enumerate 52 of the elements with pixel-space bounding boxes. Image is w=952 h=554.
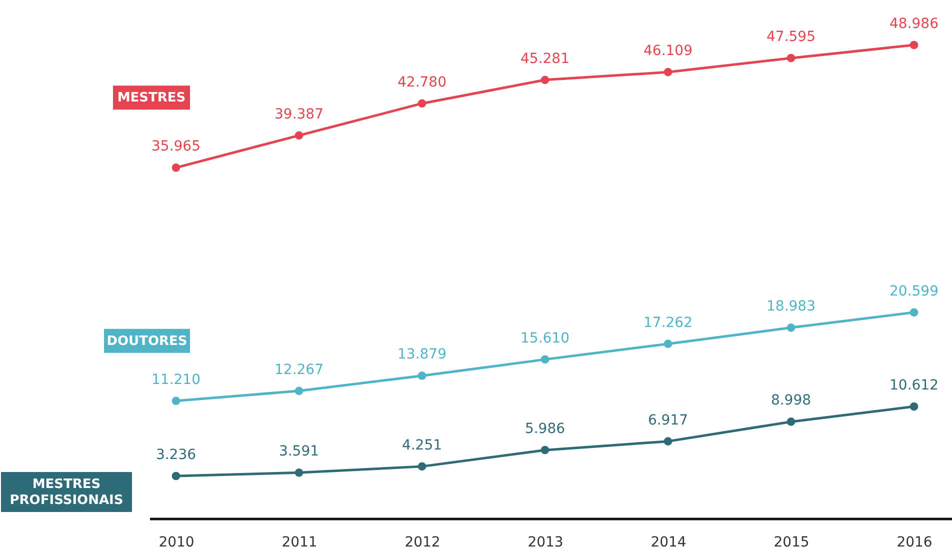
point xyxy=(294,468,304,477)
point xyxy=(294,386,304,396)
data-label: 47.595 xyxy=(766,29,816,46)
x-tick-label: 2011 xyxy=(282,534,318,550)
point xyxy=(540,446,550,454)
x-tick-label: 2012 xyxy=(404,534,440,550)
point xyxy=(418,372,426,380)
point xyxy=(540,355,550,364)
point xyxy=(172,396,180,406)
point xyxy=(910,308,918,317)
data-label: 3.591 xyxy=(278,444,320,460)
data-label: 42.780 xyxy=(398,74,446,90)
data-label: 20.599 xyxy=(890,283,938,300)
data-label: 4.251 xyxy=(402,437,442,454)
x-tick-label: 2010 xyxy=(158,534,194,550)
point xyxy=(294,131,304,140)
data-label: 5.986 xyxy=(524,421,566,438)
data-label: 8.998 xyxy=(770,392,812,409)
point xyxy=(664,437,672,446)
text: MESTRES xyxy=(117,90,186,106)
point xyxy=(172,163,180,172)
point xyxy=(540,76,550,84)
data-label: 12.267 xyxy=(274,362,324,378)
data-label: 15.610 xyxy=(520,330,570,346)
point xyxy=(664,68,672,76)
data-label: 35.965 xyxy=(152,138,200,155)
data-label: 39.387 xyxy=(274,106,324,122)
data-label: 13.879 xyxy=(398,346,446,363)
data-label: 46.109 xyxy=(644,43,692,60)
data-label: 10.612 xyxy=(890,378,938,394)
data-label: 45.281 xyxy=(520,50,570,67)
data-label: 11.210 xyxy=(152,372,200,388)
text: DOUTORES xyxy=(106,334,188,349)
point xyxy=(418,462,426,471)
x-tick-label: 2013 xyxy=(528,534,564,550)
data-label: 17.262 xyxy=(644,314,692,331)
data-label: 18.983 xyxy=(766,298,816,315)
x-tick-label: 2015 xyxy=(774,534,810,550)
point xyxy=(172,472,180,480)
data-label: 48.986 xyxy=(890,16,939,32)
x-tick-label: 2016 xyxy=(896,534,932,550)
point xyxy=(418,99,426,108)
data-label: 3.236 xyxy=(156,447,196,463)
point xyxy=(910,40,918,50)
point xyxy=(786,54,796,62)
point xyxy=(910,402,918,411)
data-label: 6.917 xyxy=(648,412,688,428)
point xyxy=(664,340,672,348)
point xyxy=(786,418,796,426)
text: MESTRES PROFISSIONAIS xyxy=(10,477,124,508)
point xyxy=(786,323,796,332)
x-tick-label: 2014 xyxy=(650,534,686,550)
